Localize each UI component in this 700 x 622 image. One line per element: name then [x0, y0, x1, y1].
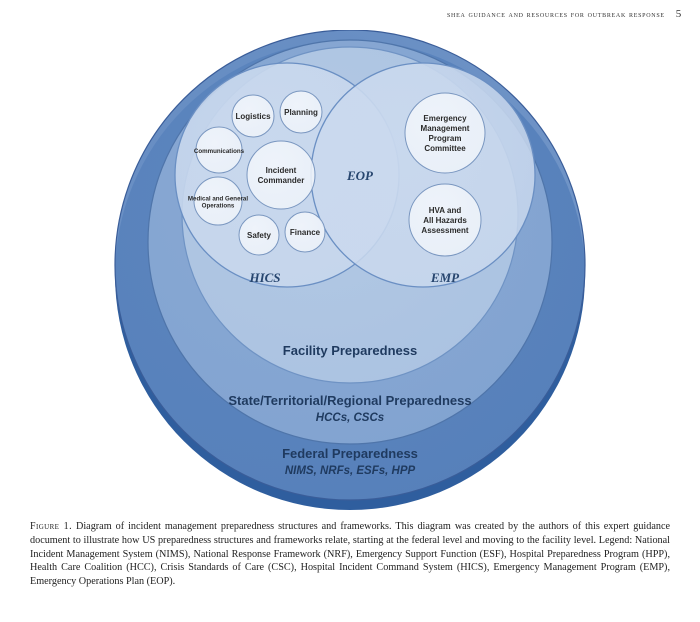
running-header-title: shea guidance and resources for outbreak… — [447, 9, 665, 19]
svg-text:EMP: EMP — [430, 270, 460, 285]
page: shea guidance and resources for outbreak… — [0, 0, 700, 622]
svg-text:Communications: Communications — [194, 148, 245, 155]
svg-text:Medical and General: Medical and General — [188, 196, 248, 203]
svg-text:HCCs, CSCs: HCCs, CSCs — [316, 412, 384, 424]
diagram-svg: HICS EMP EOP IncidentCommander Logistics Plan… — [95, 30, 605, 510]
figure-caption: Figure 1. Diagram of incident management… — [30, 520, 670, 589]
svg-text:EOP: EOP — [346, 168, 374, 183]
svg-text:NIMS, NRFs, ESFs, HPP: NIMS, NRFs, ESFs, HPP — [285, 465, 416, 477]
svg-text:Assessment: Assessment — [421, 226, 468, 235]
page-number: 5 — [676, 8, 682, 20]
svg-text:HICS: HICS — [248, 270, 280, 285]
svg-text:Emergency: Emergency — [423, 114, 467, 123]
svg-text:Management: Management — [421, 124, 470, 133]
caption-lead: Figure 1. — [30, 521, 72, 532]
svg-text:Logistics: Logistics — [235, 112, 271, 121]
running-header: shea guidance and resources for outbreak… — [447, 8, 682, 20]
svg-text:All Hazards: All Hazards — [423, 216, 467, 225]
svg-text:Operations: Operations — [202, 203, 235, 210]
svg-text:Federal Preparedness: Federal Preparedness — [282, 446, 418, 461]
figure-diagram: HICS EMP EOP IncidentCommander Logistics Plan… — [95, 30, 605, 510]
svg-text:HVA and: HVA and — [429, 206, 462, 215]
svg-text:Incident: Incident — [266, 166, 297, 175]
svg-text:Finance: Finance — [290, 228, 321, 237]
caption-body: Diagram of incident management preparedn… — [30, 521, 670, 587]
svg-text:Planning: Planning — [284, 108, 318, 117]
svg-text:Commander: Commander — [258, 176, 305, 185]
svg-text:Program: Program — [429, 134, 462, 143]
svg-text:State/Territorial/Regional Pre: State/Territorial/Regional Preparedness — [228, 393, 471, 408]
svg-text:Safety: Safety — [247, 231, 272, 240]
svg-text:Committee: Committee — [424, 144, 466, 153]
svg-text:Facility Preparedness: Facility Preparedness — [283, 343, 417, 358]
